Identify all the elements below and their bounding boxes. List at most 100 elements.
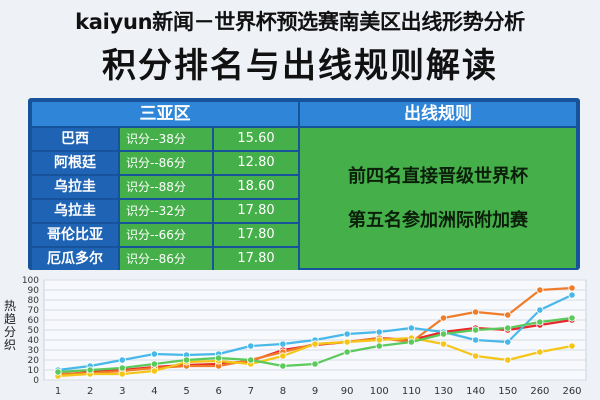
table-row: 乌拉圭 识分--88分 18.60 bbox=[32, 176, 298, 198]
data-point bbox=[343, 330, 351, 338]
team-points: 识分--88分 bbox=[120, 176, 212, 198]
table-row: 乌拉圭 识分--32分 17.80 bbox=[32, 200, 298, 222]
data-point bbox=[375, 342, 383, 350]
data-point bbox=[247, 356, 255, 364]
data-point bbox=[504, 324, 512, 332]
team-name: 乌拉圭 bbox=[32, 176, 118, 198]
data-point bbox=[311, 360, 319, 368]
data-point bbox=[118, 370, 126, 378]
x-tick-label: 6 bbox=[215, 386, 221, 397]
x-tick-label: 3 bbox=[119, 386, 125, 397]
x-tick-label: 8 bbox=[280, 386, 286, 397]
data-point bbox=[407, 324, 415, 332]
data-point bbox=[504, 311, 512, 319]
rule-line-1: 前四名直接晋级世界杯 bbox=[348, 166, 528, 187]
y-tick-label: 10 bbox=[28, 366, 40, 376]
data-point bbox=[504, 338, 512, 346]
data-point bbox=[279, 340, 287, 348]
y-tick-label: 0 bbox=[33, 376, 39, 386]
data-point bbox=[375, 328, 383, 336]
x-tick-label: 140 bbox=[466, 386, 485, 397]
x-tick-label: 9 bbox=[312, 386, 318, 397]
x-tick-label: 100 bbox=[370, 386, 389, 397]
x-tick-label: 260 bbox=[562, 386, 581, 397]
data-point bbox=[472, 352, 480, 360]
team-name: 厄瓜多尔 bbox=[32, 248, 118, 270]
data-point bbox=[439, 340, 448, 348]
y-tick-label: 80 bbox=[28, 296, 40, 306]
title-line2: 积分排名与出线规则解读 bbox=[102, 46, 498, 86]
rules-box: 前四名直接晋级世界杯 第五名参加洲际附加赛 bbox=[300, 128, 576, 268]
data-point bbox=[311, 340, 319, 348]
team-name: 巴西 bbox=[32, 128, 118, 150]
x-tick-label: 260 bbox=[530, 386, 549, 397]
data-point bbox=[150, 350, 158, 358]
rule-line-2: 第五名参加洲际附加赛 bbox=[348, 210, 528, 231]
data-point bbox=[568, 342, 576, 350]
team-name: 阿根廷 bbox=[32, 152, 118, 174]
data-point bbox=[118, 356, 126, 364]
team-value: 15.60 bbox=[214, 128, 298, 150]
table-row: 巴西 识分--38分 15.60 bbox=[32, 128, 298, 150]
data-point bbox=[472, 326, 480, 334]
data-point bbox=[182, 356, 191, 364]
y-tick-label: 30 bbox=[28, 346, 40, 356]
table-header: 三亚区 bbox=[32, 102, 298, 126]
data-point bbox=[568, 314, 576, 322]
team-value: 18.60 bbox=[214, 176, 298, 198]
data-point bbox=[536, 306, 544, 314]
data-point bbox=[536, 318, 544, 326]
team-value: 17.80 bbox=[214, 200, 298, 222]
y-tick-label: 100 bbox=[22, 276, 39, 286]
y-tick-label: 90 bbox=[28, 286, 40, 296]
data-point bbox=[536, 348, 544, 356]
team-value: 12.80 bbox=[214, 152, 298, 174]
x-tick-label: 5 bbox=[183, 386, 189, 397]
data-point bbox=[150, 360, 158, 368]
team-points: 识分--86分 bbox=[120, 152, 212, 174]
team-name: 乌拉圭 bbox=[32, 200, 118, 222]
table-row: 厄瓜多尔 识分--86分 17.80 bbox=[32, 248, 298, 270]
team-name: 哥伦比亚 bbox=[32, 224, 118, 246]
data-point bbox=[568, 284, 576, 292]
data-point bbox=[439, 314, 448, 322]
data-point bbox=[568, 291, 576, 299]
team-points: 识分--86分 bbox=[120, 248, 212, 270]
standings-table: 巴西 识分--38分 15.60 阿根廷 识分--86分 12.80 乌拉圭 识… bbox=[32, 128, 298, 272]
x-tick-label: 110 bbox=[402, 386, 421, 397]
data-point bbox=[375, 336, 383, 344]
data-point bbox=[150, 367, 158, 375]
x-tick-label: 2 bbox=[87, 386, 93, 397]
data-point bbox=[536, 286, 544, 294]
team-points: 识分--38分 bbox=[120, 128, 212, 150]
y-axis-label: 热趋分织 bbox=[3, 299, 16, 352]
rules-header: 出线规则 bbox=[300, 102, 576, 126]
x-tick-label: 90 bbox=[341, 386, 354, 397]
data-point bbox=[86, 366, 94, 374]
x-tick-label: 1 bbox=[55, 386, 61, 397]
y-tick-label: 70 bbox=[28, 306, 40, 316]
data-point bbox=[407, 338, 415, 346]
data-point bbox=[504, 356, 512, 364]
data-point bbox=[472, 308, 480, 316]
team-points: 识分--66分 bbox=[120, 224, 212, 246]
team-value: 17.80 bbox=[214, 224, 298, 246]
y-tick-label: 60 bbox=[28, 316, 40, 326]
data-point bbox=[247, 342, 255, 350]
team-points: 识分--32分 bbox=[120, 200, 212, 222]
x-tick-label: 130 bbox=[434, 386, 453, 397]
data-point bbox=[118, 364, 126, 372]
data-point bbox=[215, 354, 223, 362]
x-tick-label: 7 bbox=[248, 386, 254, 397]
table-row: 阿根廷 识分--86分 12.80 bbox=[32, 152, 298, 174]
data-point bbox=[279, 362, 287, 370]
y-tick-label: 20 bbox=[28, 356, 40, 366]
team-value: 17.80 bbox=[214, 248, 298, 270]
y-tick-label: 50 bbox=[28, 326, 40, 336]
y-tick-label: 40 bbox=[28, 336, 40, 346]
data-point bbox=[343, 348, 351, 356]
x-tick-label: 4 bbox=[151, 386, 157, 397]
data-point bbox=[279, 352, 287, 360]
data-point bbox=[472, 336, 480, 344]
